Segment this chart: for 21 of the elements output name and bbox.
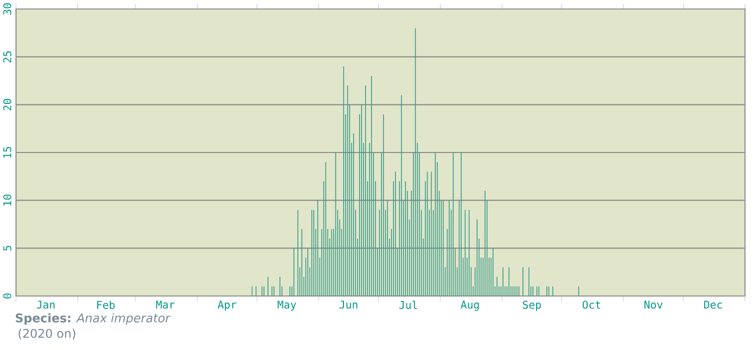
text: Species: Anax imperator <box>16 313 171 325</box>
x-tick-label: Aug <box>460 300 479 311</box>
x-tick-label: Jan <box>36 300 55 309</box>
x-tick-label: May <box>278 300 296 311</box>
x-tick-label: Sep <box>522 300 541 311</box>
x-tick-label: Nov <box>644 300 662 309</box>
y-tick-label: 15 <box>3 146 12 158</box>
x-tick-label: Mar <box>156 300 175 309</box>
y-tick-label: 10 <box>3 194 12 206</box>
y-tick-label: 30 <box>3 3 12 15</box>
x-tick-label: Apr <box>218 300 236 311</box>
y-tick-label: 20 <box>3 98 12 110</box>
y-tick-label: 5 <box>3 246 12 251</box>
x-tick-label: Jul <box>399 300 417 310</box>
y-tick-label: 0 <box>3 293 12 299</box>
x-tick-label: Dec <box>704 300 722 309</box>
text: (2020 on) <box>18 328 76 340</box>
y-tick-label: 25 <box>3 51 12 62</box>
x-tick-label: Jun <box>340 300 358 309</box>
x-tick-label: Oct <box>582 300 600 309</box>
x-tick-label: Feb <box>97 300 115 309</box>
